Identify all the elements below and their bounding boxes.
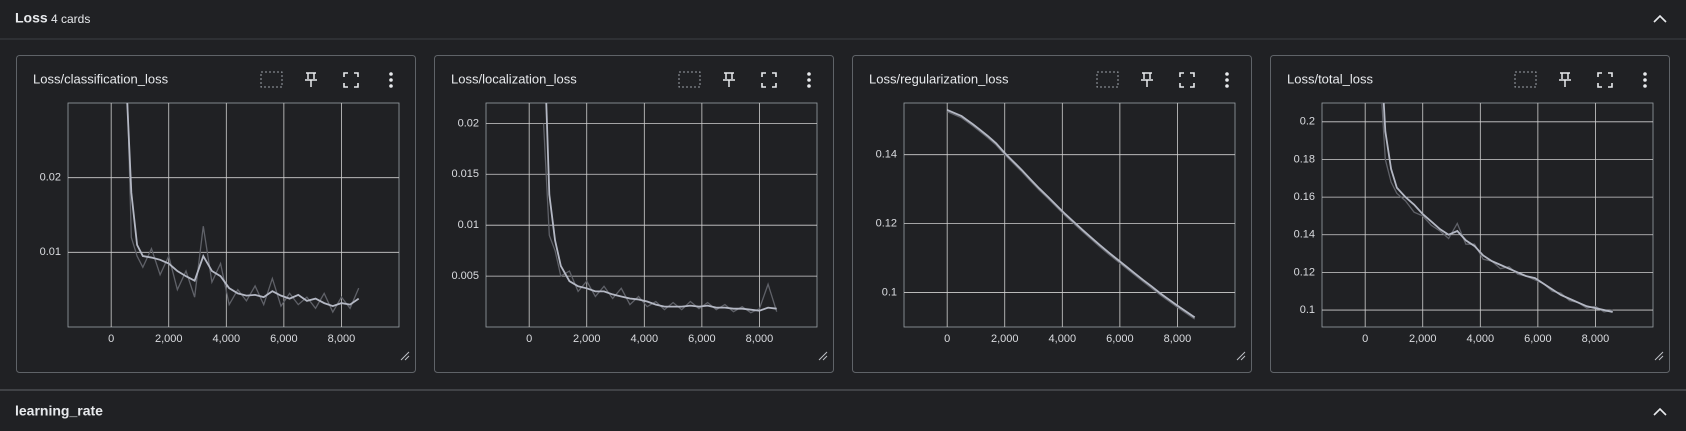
card-frame: [434, 55, 834, 373]
y-tick-label: 0.2: [1300, 116, 1315, 128]
plot-frame: [1321, 102, 1654, 328]
section-title: Loss: [15, 10, 48, 26]
x-tick-label: 6,000: [1524, 333, 1552, 345]
y-tick-label: 0.12: [1294, 266, 1315, 278]
pin-button[interactable]: [723, 72, 735, 87]
y-tick-label: 0.1: [1300, 304, 1315, 316]
menu-button[interactable]: [1643, 78, 1647, 82]
collapse-button[interactable]: [1653, 14, 1667, 23]
menu-button[interactable]: [1643, 72, 1647, 76]
expand-button[interactable]: [1179, 72, 1195, 88]
menu-button[interactable]: [1225, 78, 1229, 82]
x-tick-label: 8,000: [328, 333, 356, 345]
x-tick-label: 4,000: [1049, 333, 1077, 345]
x-tick-label: 8,000: [746, 333, 774, 345]
series-line: [946, 111, 1196, 320]
chart-title: Loss/localization_loss: [451, 71, 577, 86]
menu-button[interactable]: [389, 84, 393, 88]
card-frame: [1270, 55, 1670, 373]
plot-frame: [67, 102, 400, 328]
chart-card: Loss/localization_loss 0 2,000 4,000 6,000 8,…: [434, 55, 834, 373]
y-tick-label: 0.01: [458, 219, 479, 231]
x-tick-label: 8,000: [1582, 333, 1610, 345]
chart-title: Loss/classification_loss: [33, 71, 169, 86]
x-tick-label: 0: [108, 333, 114, 345]
x-tick-label: 4,000: [213, 333, 241, 345]
series-line: [1382, 103, 1613, 313]
y-tick-label: 0.02: [458, 117, 479, 129]
menu-button[interactable]: [807, 84, 811, 88]
card-count: 4 cards: [51, 12, 90, 26]
x-tick-label: 0: [1362, 333, 1368, 345]
x-tick-label: 2,000: [1409, 333, 1437, 345]
fit-domain-button[interactable]: [260, 71, 283, 88]
chart-card: Loss/classification_loss 0 2,000 4,000 6,000…: [16, 55, 416, 373]
plot-frame: [903, 102, 1236, 328]
plot-frame: [485, 102, 818, 328]
chart-card: Loss/total_loss 0 2,000 4,000 6,000 8,000 0.1 0…: [1270, 55, 1670, 373]
x-tick-label: 6,000: [270, 333, 298, 345]
series-line: [126, 103, 360, 308]
x-tick-label: 4,000: [631, 333, 659, 345]
pin-button[interactable]: [305, 72, 317, 87]
menu-button[interactable]: [807, 78, 811, 82]
menu-button[interactable]: [807, 72, 811, 76]
expand-button[interactable]: [761, 72, 777, 88]
collapse-button[interactable]: [1653, 407, 1667, 416]
card-frame: [16, 55, 416, 373]
menu-button[interactable]: [1643, 84, 1647, 88]
x-tick-label: 0: [526, 333, 532, 345]
x-tick-label: 6,000: [1106, 333, 1134, 345]
y-tick-label: 0.18: [1294, 153, 1315, 165]
x-tick-label: 2,000: [991, 333, 1019, 345]
chart-card: Loss/regularization_loss 0 2,000 4,000 6,000…: [852, 55, 1252, 373]
expand-button[interactable]: [343, 72, 359, 88]
y-tick-label: 0.14: [876, 149, 897, 161]
series-line: [126, 103, 360, 314]
x-tick-label: 2,000: [573, 333, 601, 345]
resize-handle[interactable]: [400, 351, 410, 361]
menu-button[interactable]: [389, 72, 393, 76]
y-tick-label: 0.01: [40, 246, 61, 258]
fit-domain-button[interactable]: [678, 71, 701, 88]
chart-title: Loss/regularization_loss: [869, 71, 1009, 86]
series-line: [946, 109, 1196, 319]
x-tick-label: 8,000: [1164, 333, 1192, 345]
resize-handle[interactable]: [1654, 351, 1664, 361]
y-tick-label: 0.14: [1294, 229, 1315, 241]
x-tick-label: 2,000: [155, 333, 183, 345]
y-tick-label: 0.1: [882, 286, 897, 298]
section-title[interactable]: learning_rate: [15, 403, 103, 419]
resize-handle[interactable]: [1236, 351, 1246, 361]
menu-button[interactable]: [1225, 72, 1229, 76]
expand-button[interactable]: [1597, 72, 1613, 88]
card-frame: [852, 55, 1252, 373]
series-line: [545, 103, 777, 312]
x-tick-label: 0: [944, 333, 950, 345]
pin-button[interactable]: [1141, 72, 1153, 87]
chart-title: Loss/total_loss: [1287, 71, 1373, 86]
resize-handle[interactable]: [818, 351, 828, 361]
fit-domain-button[interactable]: [1096, 71, 1119, 88]
menu-button[interactable]: [389, 78, 393, 82]
y-tick-label: 0.12: [876, 218, 897, 230]
pin-button[interactable]: [1559, 72, 1571, 87]
fit-domain-button[interactable]: [1514, 71, 1537, 88]
y-tick-label: 0.005: [451, 270, 479, 282]
y-tick-label: 0.16: [1294, 191, 1315, 203]
x-tick-label: 4,000: [1467, 333, 1495, 345]
y-tick-label: 0.015: [451, 168, 479, 180]
y-tick-label: 0.02: [40, 172, 61, 184]
x-tick-label: 6,000: [688, 333, 716, 345]
menu-button[interactable]: [1225, 84, 1229, 88]
